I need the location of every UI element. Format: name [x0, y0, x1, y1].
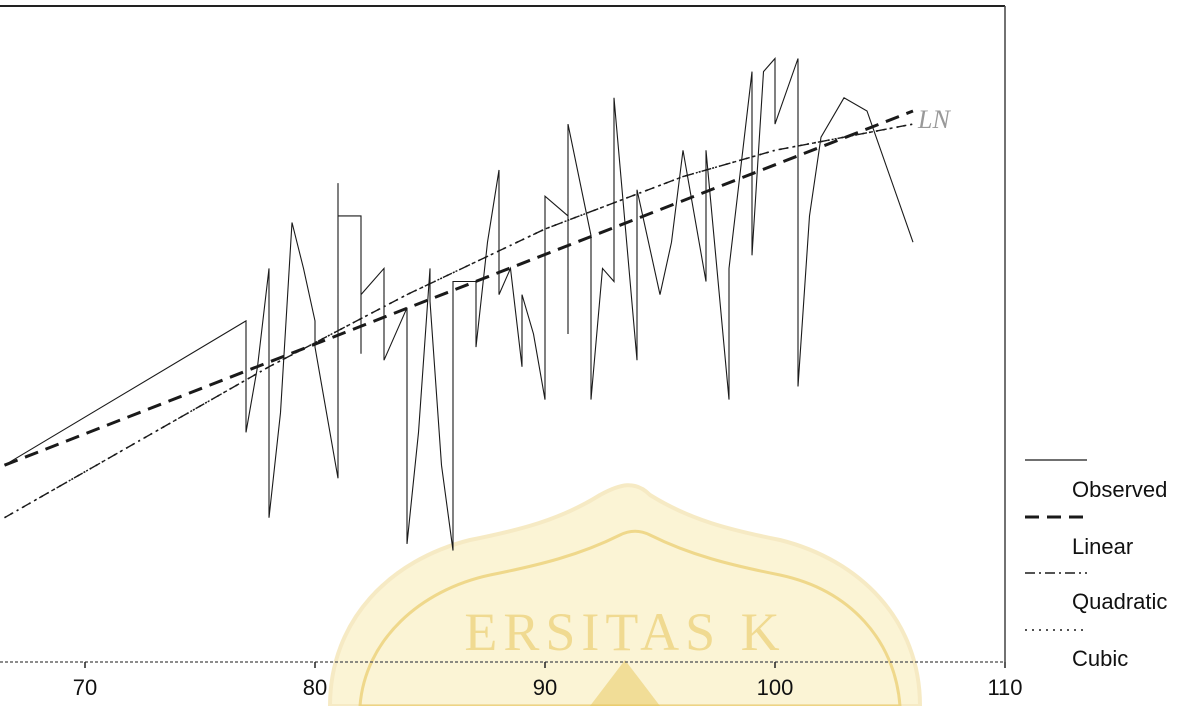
series-cubic [4, 123, 914, 519]
handwritten-annotation: LN [917, 105, 951, 134]
series-linear [3, 109, 914, 467]
x-axis-ticks: 70 80 90 100 110 [73, 662, 1023, 700]
legend-label-observed: Observed [1072, 477, 1167, 502]
x-tick-label: 100 [757, 675, 794, 700]
x-tick-label: 80 [303, 675, 327, 700]
legend: Observed Linear Quadratic Cubic [1025, 459, 1167, 671]
legend-label-cubic: Cubic [1072, 646, 1128, 671]
plot-frame [0, 5, 1006, 663]
series-quadratic [4, 123, 914, 519]
x-tick-label: 110 [987, 675, 1022, 700]
series-layer [3, 57, 914, 551]
x-tick-label: 90 [533, 675, 557, 700]
legend-label-linear: Linear [1072, 534, 1133, 559]
legend-label-quadratic: Quadratic [1072, 589, 1167, 614]
watermark-seal: ERSITAS K [327, 483, 923, 706]
series-observed [4, 57, 914, 551]
x-tick-label: 70 [73, 675, 97, 700]
watermark-text: ERSITAS K [464, 602, 785, 662]
